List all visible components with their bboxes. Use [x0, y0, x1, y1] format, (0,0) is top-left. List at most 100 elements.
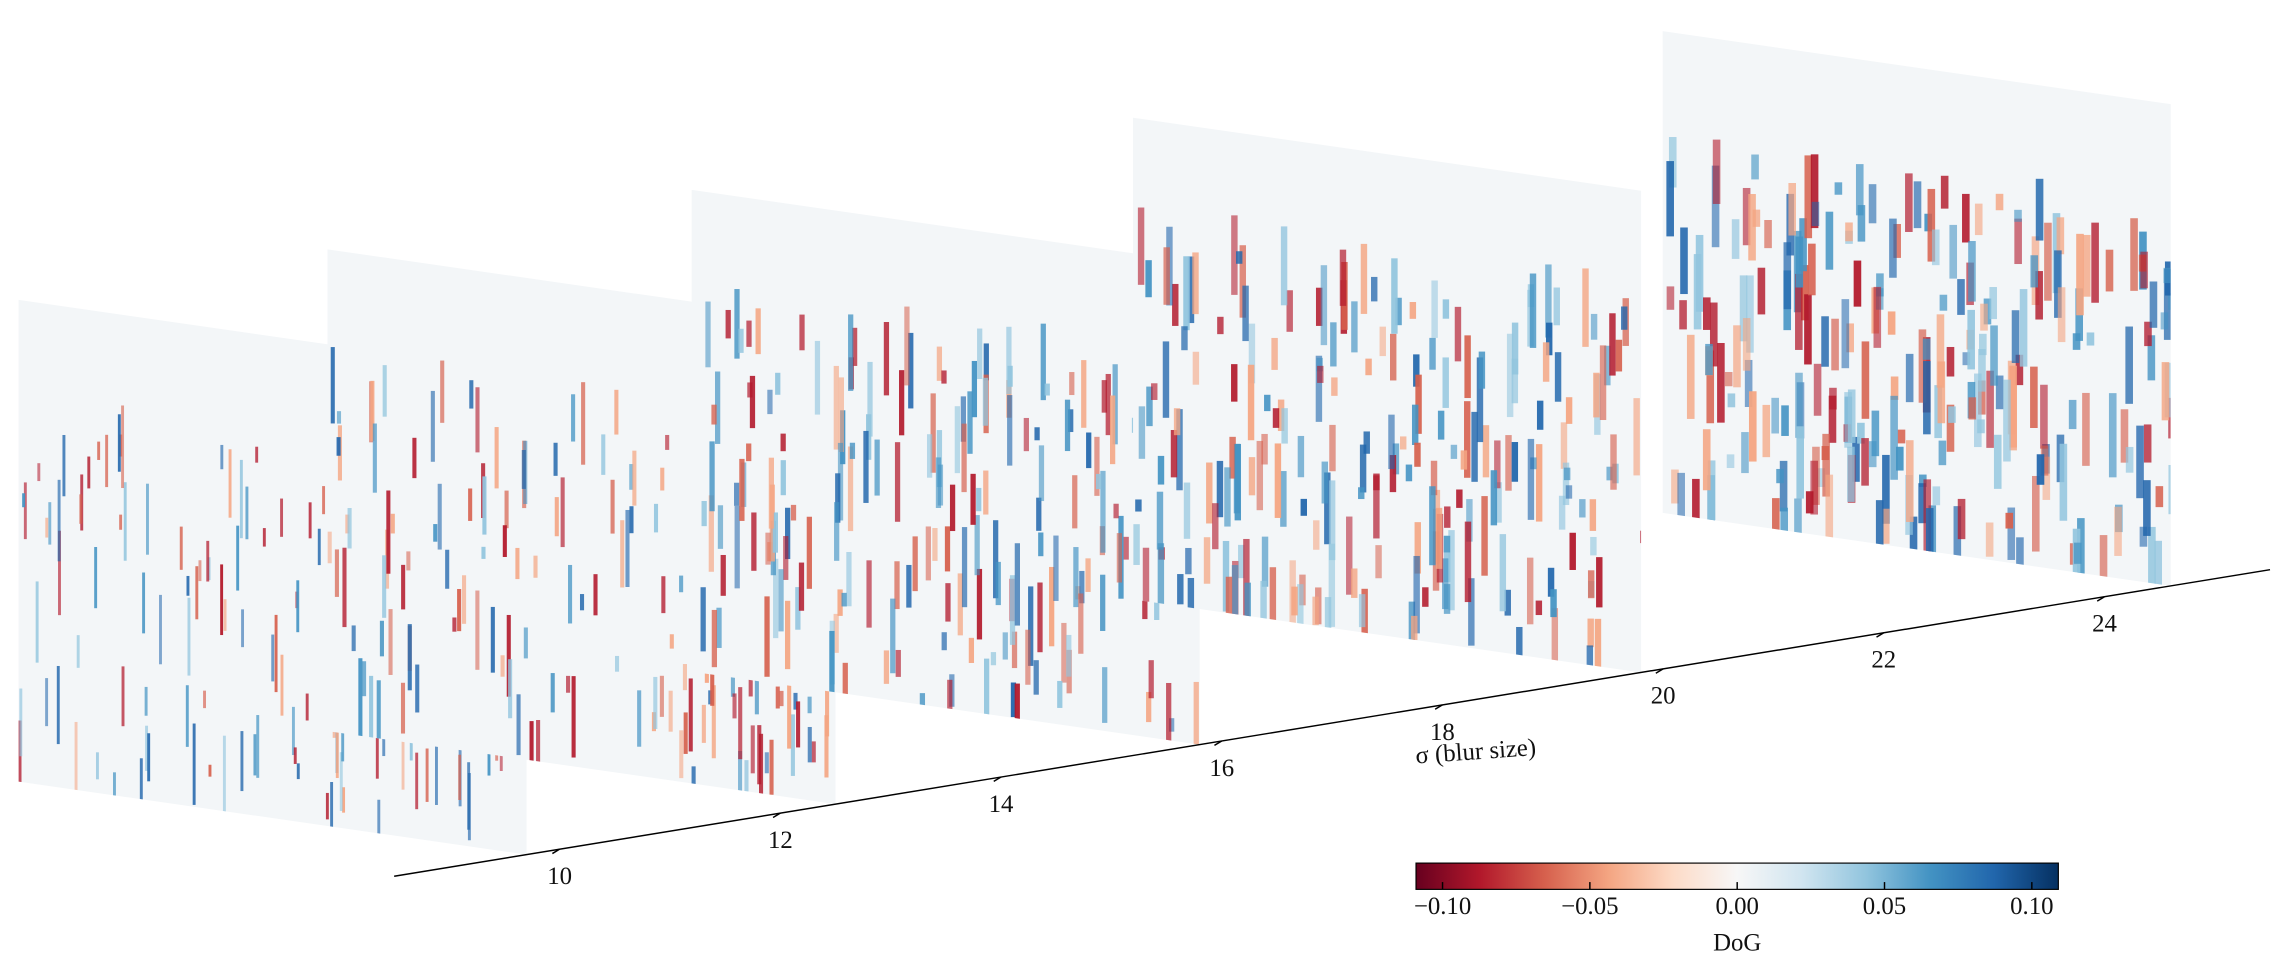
edge-stroke [240, 731, 244, 792]
edge-stroke [1166, 682, 1172, 745]
edge-stroke [1909, 516, 1918, 570]
edge-stroke [1235, 251, 1243, 264]
edge-stroke [322, 486, 326, 515]
edge-stroke [1985, 522, 1994, 557]
edge-stroke [848, 314, 854, 391]
edge-stroke [799, 314, 805, 351]
edge-stroke [1979, 333, 1987, 356]
edge-stroke [550, 673, 555, 713]
edge-stroke [904, 306, 910, 386]
edge-stroke [1395, 297, 1402, 326]
edge-stroke [1805, 491, 1814, 514]
edge-stroke [1861, 341, 1870, 419]
edge-stroke [1554, 352, 1562, 402]
edge-stroke [1938, 440, 1947, 466]
edge-stroke [515, 547, 520, 580]
edge-stroke [1269, 567, 1277, 639]
edge-stroke [1873, 286, 1882, 348]
edge-stroke [1712, 139, 1721, 204]
edge-stroke [467, 762, 471, 830]
edge-stroke [1028, 586, 1034, 666]
edge-stroke [894, 442, 901, 522]
edge-stroke [1187, 577, 1195, 636]
edge-stroke [1545, 264, 1552, 338]
edge-stroke [482, 476, 487, 535]
edge-stroke [1535, 444, 1543, 522]
edge-stroke [1101, 380, 1107, 413]
edge-stroke [1989, 287, 1997, 320]
edge-stroke [1321, 461, 1329, 504]
edge-stroke [1599, 345, 1607, 421]
edge-stroke [734, 505, 740, 589]
edge-stroke [97, 441, 101, 460]
edge-stroke [1922, 338, 1931, 360]
edge-stroke [571, 394, 576, 442]
x-tick-label: 24 [2092, 611, 2117, 638]
edge-stroke [370, 380, 375, 441]
edge-stroke [1466, 499, 1473, 542]
edge-stroke [806, 516, 812, 589]
edge-stroke [925, 526, 931, 581]
edge-stroke [1702, 429, 1711, 491]
edge-stroke [1913, 181, 1922, 229]
edge-stroke [334, 549, 339, 597]
edge-stroke [2168, 397, 2171, 439]
slices [18, 31, 2171, 855]
edge-stroke [769, 739, 774, 795]
edge-stroke [1375, 545, 1382, 579]
edge-stroke [1594, 618, 1602, 673]
edge-stroke [1009, 575, 1016, 645]
edge-stroke [1666, 286, 1675, 310]
edge-stroke [1389, 455, 1397, 493]
edge-stroke [1923, 361, 1931, 435]
edge-stroke [1890, 395, 1898, 480]
edge-stroke [1788, 183, 1797, 236]
edge-stroke [1274, 443, 1282, 518]
edge-stroke [119, 514, 123, 530]
edge-stroke [1705, 343, 1713, 376]
edge-stroke [629, 464, 634, 490]
edge-stroke [1881, 508, 1890, 544]
edge-stroke [1606, 466, 1613, 481]
edge-stroke [1551, 608, 1559, 673]
edge-stroke [890, 598, 896, 674]
edge-stroke [1686, 334, 1695, 419]
edge-stroke [516, 694, 521, 756]
edge-stroke [1481, 496, 1488, 576]
edge-stroke [2168, 464, 2171, 515]
edge-stroke [2076, 233, 2084, 316]
edge-stroke [1609, 313, 1616, 376]
edge-stroke [1358, 594, 1366, 628]
edge-stroke [1957, 498, 1966, 540]
edge-stroke [1216, 460, 1224, 518]
edge-stroke [1231, 565, 1239, 637]
edge-stroke [954, 406, 960, 474]
edge-stroke [1365, 358, 1372, 376]
edge-stroke [1993, 434, 2002, 489]
edge-stroke [2130, 218, 2138, 291]
edge-stroke [796, 701, 801, 748]
edge-stroke [1919, 474, 1927, 487]
edge-stroke [899, 370, 905, 436]
edge-stroke [932, 528, 938, 561]
edge-stroke [502, 525, 507, 557]
edge-stroke [1038, 532, 1044, 557]
edge-stroke [186, 575, 190, 596]
edge-stroke [837, 589, 843, 616]
edge-stroke [1405, 464, 1413, 482]
edge-stroke [730, 670, 735, 697]
edge-stroke [245, 486, 249, 540]
edge-stroke [1615, 339, 1623, 372]
edge-stroke [960, 396, 966, 442]
edge-stroke [846, 551, 852, 607]
edge-stroke [2120, 409, 2129, 463]
edge-stroke [146, 483, 149, 555]
edge-stroke [1529, 273, 1537, 348]
edge-stroke [1825, 211, 1834, 270]
edge-stroke [1312, 596, 1319, 626]
edge-stroke [974, 515, 980, 576]
edge-stroke [1724, 371, 1733, 387]
edge-stroke [358, 658, 363, 739]
edge-stroke [386, 490, 391, 574]
edge-stroke [1565, 485, 1573, 499]
